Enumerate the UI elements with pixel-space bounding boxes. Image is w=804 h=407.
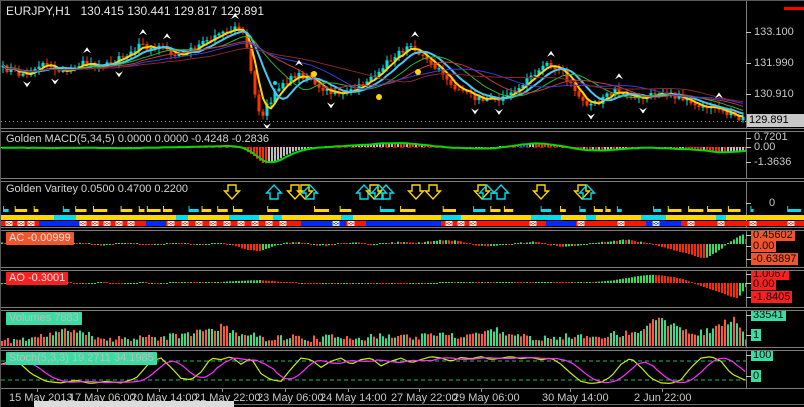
- horizontal-scrollbar-thumb[interactable]: [34, 401, 234, 407]
- time-axis-tick: [419, 389, 420, 392]
- chart-title: EURJPY,H1 130.415 130.441 129.817 129.891: [6, 5, 264, 18]
- axis-tick: [746, 246, 751, 247]
- macd-label: Golden MACD(5,34,5) 0.0000 0.0000 -0.424…: [6, 133, 269, 145]
- axis-tick: [746, 335, 751, 336]
- window-splitter[interactable]: [1, 307, 804, 311]
- stochastic-axis-low: 0: [751, 370, 762, 382]
- ac-label: AC -0.00999: [6, 232, 74, 245]
- time-label-4: 23 May 06:00: [257, 392, 324, 404]
- axis-tick: [746, 274, 751, 275]
- varitey-label: Golden Varitey 0.0500 0.4700 0.2200: [6, 183, 189, 195]
- time-label-6: 27 May 22:00: [391, 392, 458, 404]
- macd-axis-high: 0.7201: [754, 131, 788, 143]
- ao-plot[interactable]: [1, 271, 746, 307]
- macd-axis-low: -1.3636: [754, 156, 792, 168]
- price-axis-label: 130.910: [754, 88, 794, 100]
- price-axis-label: 131.990: [754, 57, 794, 69]
- chart-shift-marker: [784, 7, 804, 10]
- axis-tick: [746, 162, 751, 163]
- window-splitter[interactable]: [1, 178, 804, 182]
- ac-plot[interactable]: [1, 231, 746, 267]
- window-splitter[interactable]: [1, 347, 804, 351]
- volumes-axis-low: 1: [751, 329, 762, 341]
- axis-tick: [746, 376, 751, 377]
- main-chart-plot[interactable]: [1, 2, 746, 128]
- time-label-5: 24 May 14:00: [320, 392, 387, 404]
- time-axis-tick: [481, 389, 482, 392]
- time-axis-tick: [285, 389, 286, 392]
- time-axis-tick: [570, 389, 571, 392]
- axis-tick: [746, 32, 751, 33]
- ao-axis-high: 1.0067: [751, 268, 789, 280]
- ao-axis-zero: 0.00: [751, 278, 777, 290]
- axis-tick: [746, 283, 751, 284]
- time-axis-tick: [662, 389, 663, 392]
- time-label-8: 30 May 14:00: [542, 392, 609, 404]
- current-price-badge: 129.891: [747, 114, 804, 127]
- axis-tick: [746, 297, 751, 298]
- axis-tick: [746, 147, 751, 148]
- chart-symbol-period: EURJPY,H1: [6, 4, 71, 18]
- axis-tick: [746, 315, 751, 316]
- time-axis-tick: [97, 389, 98, 392]
- macd-axis-zero: 0.00: [754, 141, 776, 153]
- ac-axis-low: -0.63897: [751, 253, 799, 265]
- window-splitter[interactable]: [1, 267, 804, 271]
- price-axis-label: 133.100: [754, 26, 794, 38]
- stochastic-plot[interactable]: [1, 351, 746, 388]
- time-label-9: 2 Jun 22:00: [634, 392, 692, 404]
- ac-axis-zero: 0.00: [751, 240, 777, 252]
- macd-plot[interactable]: [1, 132, 746, 178]
- axis-tick: [746, 235, 751, 236]
- ao-label: AO -0.3001: [6, 272, 69, 285]
- axis-tick: [746, 94, 751, 95]
- time-axis-tick: [159, 389, 160, 392]
- chart-ohlc-values: 130.415 130.441 129.817 129.891: [80, 4, 264, 18]
- volumes-plot[interactable]: [1, 311, 746, 347]
- volumes-label: Volumes 7883: [6, 312, 82, 325]
- axis-tick: [746, 355, 751, 356]
- varitey-axis-zero: 0: [769, 197, 776, 209]
- axis-tick: [746, 203, 751, 204]
- ao-axis-low: -1.8405: [751, 291, 793, 303]
- varitey-plot[interactable]: [1, 182, 804, 227]
- stochastic-axis-high: 100: [751, 349, 774, 361]
- stochastic-label: Stoch(5,3,3) 19.2711 34.1985: [6, 352, 157, 365]
- time-axis-tick: [348, 389, 349, 392]
- axis-tick: [746, 259, 751, 260]
- horizontal-scrollbar-track[interactable]: [234, 404, 804, 405]
- time-axis-tick: [37, 389, 38, 392]
- axis-tick: [746, 63, 751, 64]
- ac-axis-high: 0.45602: [751, 229, 795, 241]
- window-splitter[interactable]: [1, 227, 804, 231]
- axis-tick: [746, 138, 751, 139]
- volumes-axis-high: 33541: [751, 309, 786, 321]
- time-label-7: 29 May 06:00: [453, 392, 520, 404]
- window-splitter[interactable]: [1, 128, 804, 132]
- price-scale-separator: [746, 1, 747, 388]
- time-axis-tick: [222, 389, 223, 392]
